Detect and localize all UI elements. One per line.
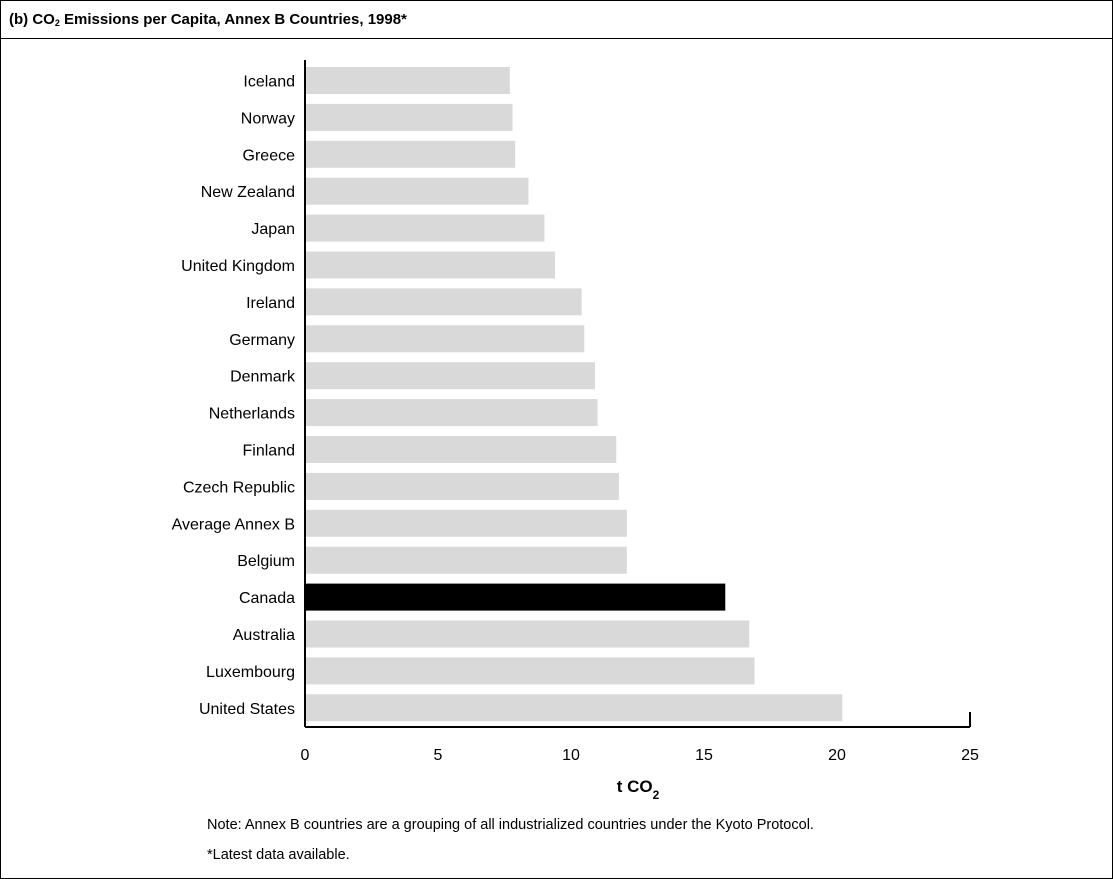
bar	[305, 620, 750, 648]
category-label: Iceland	[243, 74, 295, 91]
bar	[305, 288, 582, 316]
note-text: Note: Annex B countries are a grouping o…	[207, 817, 814, 833]
category-label: Czech Republic	[183, 479, 295, 496]
x-tick-label: 0	[301, 747, 310, 764]
bar	[305, 583, 726, 611]
category-label: Canada	[239, 590, 295, 607]
category-label: Denmark	[230, 369, 296, 386]
category-label: United States	[199, 701, 295, 718]
category-label: Ireland	[246, 295, 295, 312]
bar	[305, 657, 755, 685]
bar	[305, 214, 545, 242]
bar	[305, 694, 843, 722]
category-label: Luxembourg	[206, 664, 295, 681]
x-axis-label: t CO2	[617, 777, 660, 802]
bar	[305, 67, 510, 94]
bar	[305, 251, 556, 279]
bar	[305, 362, 595, 390]
category-label: Belgium	[237, 553, 295, 570]
bar	[305, 325, 585, 353]
bar	[305, 472, 619, 500]
axes-group	[304, 60, 971, 728]
bar	[305, 436, 617, 463]
category-label: Finland	[243, 443, 295, 460]
bar	[305, 177, 529, 205]
title-bar: (b) CO2 Emissions per Capita, Annex B Co…	[1, 1, 1112, 39]
category-label: Germany	[229, 332, 295, 349]
chart-title: (b) CO2 Emissions per Capita, Annex B Co…	[9, 11, 407, 28]
bar	[305, 546, 627, 574]
category-label: United Kingdom	[181, 258, 295, 275]
x-tick-label: 5	[434, 747, 443, 764]
category-label: Norway	[241, 110, 295, 127]
x-axis-label-group: t CO2	[617, 777, 660, 802]
x-tick-labels: 0 5 10 15 20 25	[301, 747, 979, 764]
x-tick-label: 25	[961, 747, 979, 764]
category-label: Japan	[251, 221, 295, 238]
category-label: Netherlands	[209, 406, 295, 423]
category-label: Australia	[233, 627, 295, 644]
x-tick-label: 20	[828, 747, 846, 764]
category-label: Average Annex B	[172, 516, 295, 533]
bars-group	[305, 67, 843, 722]
x-tick-label: 10	[562, 747, 580, 764]
category-label: New Zealand	[201, 184, 295, 201]
x-tick-label: 15	[695, 747, 713, 764]
bar	[305, 399, 598, 427]
footnote-text: *Latest data available.	[207, 847, 350, 863]
bar	[305, 103, 513, 131]
category-labels: Iceland Norway Greece New Zealand Japan Unite…	[172, 74, 296, 718]
bar	[305, 140, 516, 168]
bar	[305, 509, 627, 537]
category-label: Greece	[243, 147, 296, 164]
